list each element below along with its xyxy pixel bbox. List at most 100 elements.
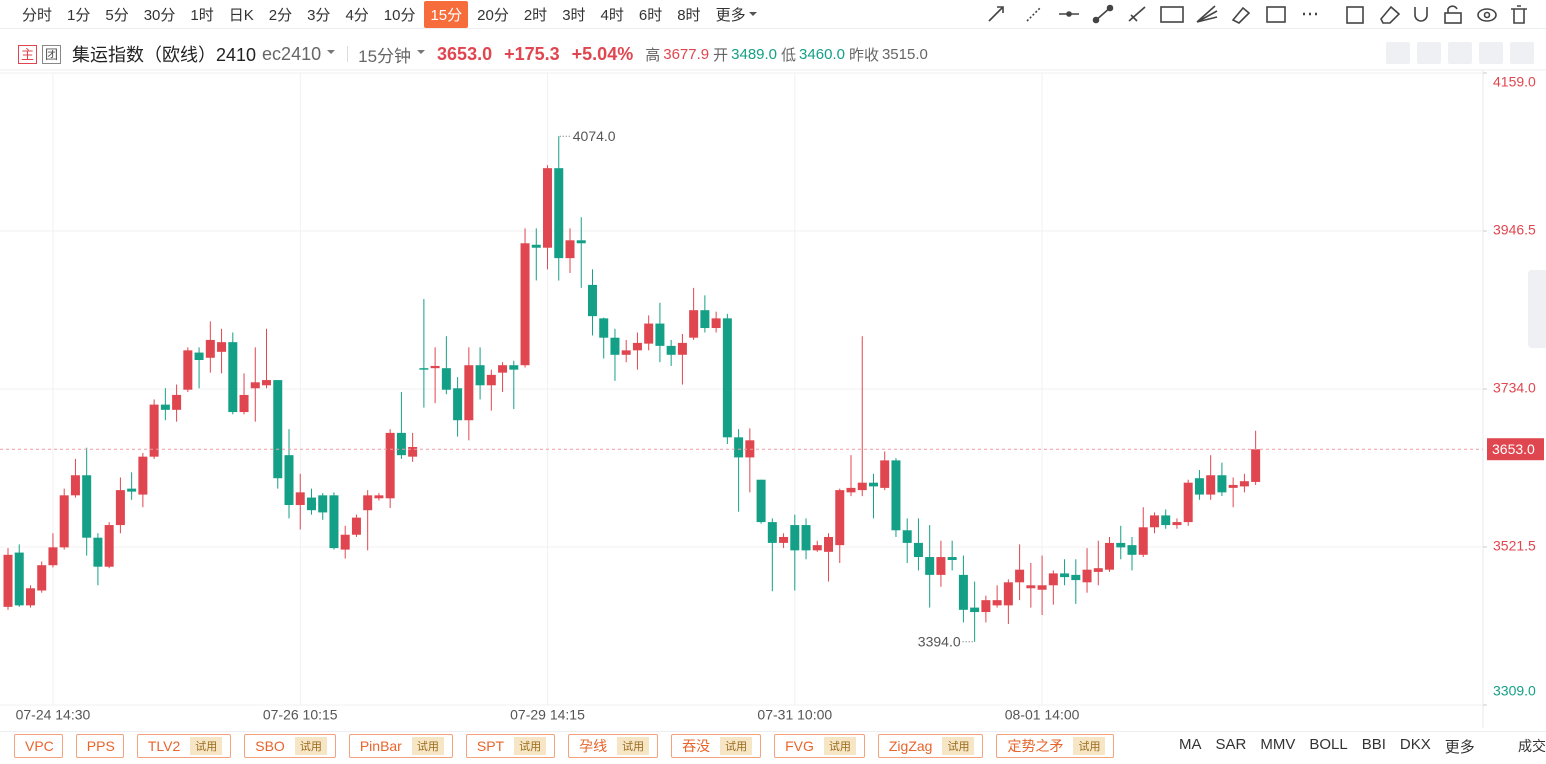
candle-body (824, 536, 834, 552)
tool-delete[interactable] (1511, 5, 1527, 24)
period-button[interactable]: 日K (228, 6, 254, 24)
period-button[interactable]: 2时 (523, 6, 548, 24)
compare-button[interactable] (1448, 42, 1472, 64)
tool-image[interactable] (1266, 6, 1286, 23)
tool-pen[interactable] (1231, 6, 1251, 24)
tool-eraser[interactable] (1380, 5, 1401, 24)
candle-body (262, 380, 272, 386)
period-button[interactable]: 3分 (307, 6, 331, 24)
candle-body (925, 557, 935, 575)
candle-body (1127, 545, 1137, 555)
candle-body (509, 365, 519, 370)
x-tick-label: 08-01 14:00 (1005, 707, 1080, 723)
indicator-name: VPC (25, 738, 54, 754)
period-select[interactable]: 15分钟 (358, 46, 412, 66)
period-button[interactable]: 4时 (600, 6, 624, 24)
candle-body (1116, 542, 1126, 548)
period-button[interactable]: 4分 (345, 6, 369, 24)
candle-body (419, 368, 429, 370)
tool-magnet[interactable] (1414, 7, 1428, 22)
candle-body (1138, 527, 1148, 555)
candle-body (486, 374, 496, 386)
indicator-button[interactable]: ZigZag 试用 (877, 734, 984, 758)
candle-body (149, 404, 159, 457)
last-price-box (1487, 438, 1544, 461)
indicator-button[interactable]: 定势之矛 试用 (996, 734, 1115, 758)
indicator-button[interactable]: TLV2 试用 (136, 734, 232, 758)
period-button[interactable]: 10分 (383, 6, 416, 24)
indicator-tab[interactable]: MA (1179, 735, 1202, 753)
candle-body (655, 323, 665, 346)
period-button[interactable]: 分时 (22, 6, 53, 24)
tool-fan[interactable] (1196, 5, 1218, 23)
candle-body (1172, 522, 1182, 526)
candle-body (385, 432, 395, 499)
candle-body (644, 323, 654, 344)
x-tick-label: 07-29 14:15 (510, 707, 585, 723)
indicator-tab[interactable]: DKX (1399, 735, 1431, 753)
tool-ray[interactable] (1026, 6, 1042, 22)
candle-body (239, 394, 249, 413)
candle-body (902, 530, 912, 543)
indicator-button[interactable]: FVG 试用 (774, 734, 865, 758)
candle-body (576, 240, 586, 244)
indicator-tab[interactable]: BOLL (1309, 735, 1348, 753)
period-button[interactable]: 1分 (67, 6, 91, 24)
candle-body (947, 557, 957, 561)
period-button[interactable]: 30分 (143, 6, 176, 24)
candle-body (801, 525, 811, 551)
instrument-code[interactable]: ec2410 (262, 43, 322, 64)
indicator-list: VPC PPS TLV2 试用 SBO 试用 PinBar 试用 SPT 试用 孕线 试用 吞没 试用 FV… (14, 734, 1127, 758)
trial-badge: 试用 (1073, 737, 1106, 755)
tool-arrow[interactable] (988, 6, 1004, 22)
candle-body (3, 554, 13, 607)
period-button[interactable]: 更多 (710, 1, 763, 28)
candle-body (812, 545, 822, 551)
candle-body (475, 365, 485, 386)
side-panel-toggle[interactable] (1528, 270, 1546, 348)
period-list: 分时 1分 5分 30分 1时 日K 2分 3分 4分 10分 15分 20分 2时 3时 4时 6时 8时 更多 (16, 0, 766, 28)
candle-body (430, 365, 440, 369)
volume-tab[interactable]: 成交 (1518, 738, 1546, 754)
period-button[interactable]: 5分 (105, 6, 129, 24)
period-button[interactable]: 8时 (677, 6, 701, 24)
chart-type-button[interactable] (1386, 42, 1410, 64)
candle-body (621, 350, 631, 355)
toolbar: 分时 1分 5分 30分 1时 日K 2分 3分 4分 10分 15分 20分 2时 3时 4时 6时 8时 更多 (0, 0, 1546, 29)
close-button[interactable] (1510, 42, 1534, 64)
trial-badge: 试用 (942, 737, 975, 755)
candle-body (554, 168, 564, 259)
period-button[interactable]: 2分 (268, 6, 293, 24)
indicator-tab[interactable]: SAR (1215, 735, 1247, 753)
indicator-button[interactable]: 孕线 试用 (568, 734, 659, 758)
fullscreen-button[interactable] (1479, 42, 1503, 64)
x-tick-label: 07-26 10:15 (263, 707, 338, 723)
candle-body (1161, 515, 1171, 526)
indicator-button[interactable]: 吞没 试用 (671, 734, 762, 758)
candle-body (1082, 569, 1092, 583)
indicator-button[interactable]: PinBar 试用 (348, 734, 453, 758)
indicator-tabs: MA SAR MMV BOLL BBI DKX 更多 (1179, 736, 1489, 757)
indicator-tab[interactable]: BBI (1361, 735, 1386, 753)
period-button[interactable]: 1时 (190, 6, 214, 24)
indicator-button[interactable]: SBO 试用 (244, 734, 336, 758)
indicator-tab[interactable]: MMV (1260, 735, 1296, 753)
period-button[interactable]: 20分 (477, 6, 509, 24)
tool-lock[interactable] (1444, 12, 1462, 24)
indicator-tab[interactable]: 更多 (1444, 738, 1475, 756)
tool-edit[interactable] (1346, 6, 1364, 24)
tool-eye[interactable] (1477, 8, 1497, 22)
candle-body (82, 475, 92, 538)
indicator-button[interactable]: PPS (75, 734, 124, 758)
tool-fib[interactable] (1160, 6, 1184, 23)
indicator-button[interactable]: VPC (14, 734, 63, 758)
draw-button[interactable] (1417, 42, 1441, 64)
indicator-button[interactable]: SPT 试用 (465, 734, 556, 758)
low-value: 3460.0 (799, 45, 845, 63)
period-button[interactable]: 6时 (638, 6, 663, 24)
period-button[interactable]: 15分 (424, 0, 469, 28)
instrument-header: 主 团 集运指数（欧线）2410 ec2410 15分钟 3653.0 +175… (0, 40, 1546, 68)
tool-parallel[interactable] (1128, 6, 1146, 22)
period-button[interactable]: 3时 (562, 6, 586, 24)
